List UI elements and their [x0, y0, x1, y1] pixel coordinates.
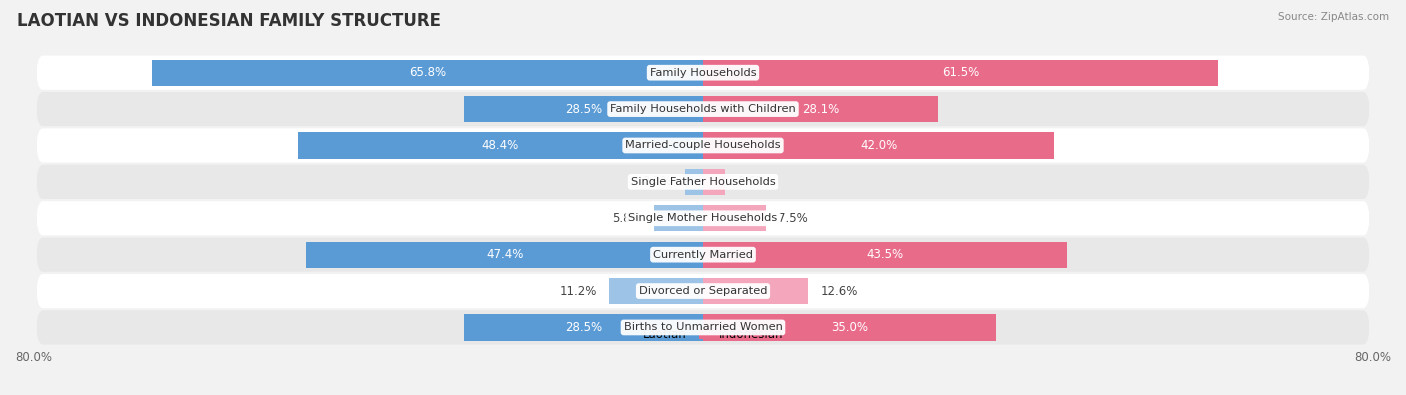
- Text: Currently Married: Currently Married: [652, 250, 754, 260]
- FancyBboxPatch shape: [37, 274, 1369, 308]
- Legend: Laotian, Indonesian: Laotian, Indonesian: [619, 323, 787, 346]
- Text: Births to Unmarried Women: Births to Unmarried Women: [624, 322, 782, 333]
- Text: 12.6%: 12.6%: [821, 284, 859, 297]
- Text: 7.5%: 7.5%: [779, 212, 808, 225]
- Text: 28.1%: 28.1%: [801, 103, 839, 116]
- Text: 11.2%: 11.2%: [560, 284, 596, 297]
- Text: Single Mother Households: Single Mother Households: [628, 213, 778, 223]
- Bar: [703, 242, 1067, 268]
- FancyBboxPatch shape: [37, 56, 1369, 90]
- Bar: [307, 242, 703, 268]
- Text: 48.4%: 48.4%: [482, 139, 519, 152]
- Bar: [152, 60, 703, 86]
- Bar: [703, 314, 995, 340]
- FancyBboxPatch shape: [37, 165, 1369, 199]
- Bar: [703, 96, 938, 122]
- Text: 2.2%: 2.2%: [643, 175, 672, 188]
- Bar: [298, 132, 703, 158]
- Text: Source: ZipAtlas.com: Source: ZipAtlas.com: [1278, 12, 1389, 22]
- FancyBboxPatch shape: [37, 201, 1369, 235]
- FancyBboxPatch shape: [37, 92, 1369, 126]
- Bar: [703, 205, 766, 231]
- Text: 61.5%: 61.5%: [942, 66, 979, 79]
- Bar: [609, 278, 703, 304]
- Bar: [703, 169, 724, 195]
- Text: 28.5%: 28.5%: [565, 103, 602, 116]
- Text: 5.8%: 5.8%: [612, 212, 643, 225]
- Text: Family Households: Family Households: [650, 68, 756, 78]
- Bar: [464, 314, 703, 340]
- Text: LAOTIAN VS INDONESIAN FAMILY STRUCTURE: LAOTIAN VS INDONESIAN FAMILY STRUCTURE: [17, 12, 441, 30]
- Text: 2.6%: 2.6%: [737, 175, 768, 188]
- Text: Single Father Households: Single Father Households: [631, 177, 775, 187]
- Text: 65.8%: 65.8%: [409, 66, 446, 79]
- FancyBboxPatch shape: [37, 310, 1369, 344]
- Text: Family Households with Children: Family Households with Children: [610, 104, 796, 114]
- Text: 47.4%: 47.4%: [486, 248, 523, 261]
- FancyBboxPatch shape: [37, 237, 1369, 272]
- Text: 35.0%: 35.0%: [831, 321, 868, 334]
- FancyBboxPatch shape: [37, 128, 1369, 163]
- Bar: [703, 60, 1218, 86]
- Text: Divorced or Separated: Divorced or Separated: [638, 286, 768, 296]
- Bar: [703, 132, 1054, 158]
- Bar: [685, 169, 703, 195]
- Bar: [464, 96, 703, 122]
- Bar: [654, 205, 703, 231]
- Text: 43.5%: 43.5%: [866, 248, 904, 261]
- Bar: [703, 278, 808, 304]
- Text: 28.5%: 28.5%: [565, 321, 602, 334]
- Text: Married-couple Households: Married-couple Households: [626, 141, 780, 150]
- Text: 42.0%: 42.0%: [860, 139, 897, 152]
